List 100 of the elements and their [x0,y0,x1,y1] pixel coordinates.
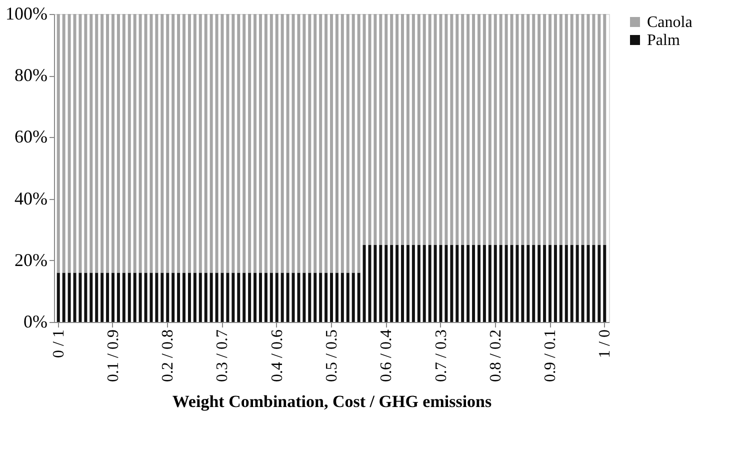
x-tick-label: 0.7 / 0.3 [432,330,450,382]
bar [340,272,344,322]
bar [362,245,366,322]
bar [100,272,104,322]
bar [538,14,541,245]
bar [270,14,273,273]
bar [488,245,492,322]
y-tick-label: 100% [6,4,48,24]
bar [362,14,366,245]
bar [90,14,93,273]
bar [526,245,530,322]
bar [286,14,290,273]
bar [422,245,426,322]
bar [172,272,175,322]
bar [144,14,148,273]
bar [166,272,170,322]
bar [352,272,355,322]
bar [155,14,158,273]
bar [188,272,191,322]
bar [106,272,110,322]
bar [128,272,131,322]
bar [116,14,120,273]
bar [264,272,268,322]
bar [543,14,546,245]
bar [368,14,372,245]
bar [450,245,454,322]
bar [488,14,492,245]
bar [237,272,240,322]
bar [254,14,257,273]
bar [319,14,322,273]
bar [106,14,110,273]
bar [220,14,224,273]
bar [450,14,454,245]
bar [258,14,262,273]
bar [526,14,530,245]
bar [598,14,601,245]
y-tick-label: 0% [24,312,48,332]
bar [254,272,257,322]
bar [401,14,404,245]
bar [434,14,437,245]
bar [412,245,415,322]
bar [155,272,158,322]
bar [477,14,480,245]
bar [532,245,536,322]
bar [204,14,208,273]
bar [68,14,71,273]
bar [428,245,432,322]
y-tick-label: 20% [14,250,48,270]
bar [466,245,470,322]
bar [396,245,399,322]
bar [564,245,568,322]
bar [166,14,170,273]
bar [461,245,464,322]
y-tick-label: 60% [14,126,48,147]
bar [275,272,278,322]
bar [428,14,432,245]
bar [521,14,524,245]
bar [548,14,552,245]
bar [456,14,459,245]
bar [242,272,246,322]
bar [340,14,344,273]
bar [160,14,164,273]
bar [116,272,120,322]
bar [188,14,191,273]
bar [570,14,574,245]
bar [477,245,480,322]
bar [270,272,273,322]
bar [297,272,300,322]
bar [78,14,82,273]
bar [521,245,524,322]
bar [586,14,590,245]
bar [95,272,98,322]
bar [439,14,442,245]
bar [603,14,606,245]
bar [335,14,338,273]
bar [374,14,377,245]
bar [133,14,136,273]
bar [494,245,497,322]
bar [422,14,426,245]
bar [280,14,284,273]
bar [286,272,290,322]
bar [248,272,252,322]
bar [144,272,148,322]
x-tick-label: 0.4 / 0.6 [268,330,286,382]
bar [374,245,377,322]
bar [346,14,350,273]
bar [592,245,596,322]
bar [302,14,306,273]
bar [504,14,508,245]
bar [603,245,606,322]
bar [390,245,394,322]
legend-label: Canola [647,14,692,31]
bar [543,245,546,322]
bar [510,245,514,322]
bar [204,272,208,322]
bar [264,14,268,273]
bar [406,245,410,322]
bar [461,14,464,245]
bar [516,14,519,245]
bar [504,245,508,322]
